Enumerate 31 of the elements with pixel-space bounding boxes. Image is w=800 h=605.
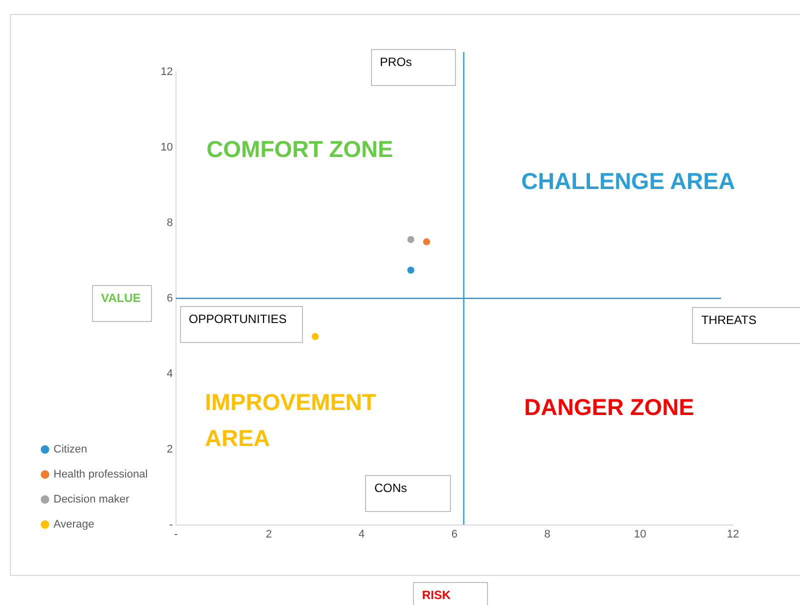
annotation: DANGER ZONE: [524, 392, 696, 422]
y-axis-title: VALUE: [92, 285, 152, 322]
x-tick-label: 10: [634, 528, 646, 540]
annotation: OPPORTUNITIES: [180, 306, 303, 343]
point: [407, 236, 414, 244]
legend-label: Health professional: [54, 468, 148, 481]
x-tick-label: 2: [266, 528, 272, 540]
y-tick-label: 12: [160, 66, 173, 78]
annotation: IMPROVEMENT AREA: [204, 388, 378, 454]
y-tick-label: -: [169, 518, 174, 531]
annotation: CHALLENGE AREA: [521, 166, 736, 196]
point: [423, 238, 430, 246]
annotation: CONs: [365, 474, 452, 512]
legend-label: Average: [54, 518, 94, 531]
legend-label: Decision maker: [54, 494, 130, 506]
y-tick-label: 6: [166, 292, 173, 304]
x-tick-label: 12: [726, 528, 740, 540]
annotation: THREATS: [692, 307, 800, 344]
point: [407, 266, 414, 274]
legend-label: Citizen: [54, 444, 88, 456]
x-tick-label: 6: [451, 528, 458, 540]
point: [312, 333, 319, 340]
x-tick-label: 8: [544, 528, 550, 540]
text: PROs: [370, 49, 456, 86]
x-tick-label: 4: [358, 528, 365, 540]
y-tick-label: 8: [166, 216, 173, 229]
y-tick-label: 10: [160, 142, 173, 154]
x-axis-title: RISK: [413, 582, 488, 605]
annotation: COMFORT ZONE: [206, 134, 394, 164]
y-tick-label: 4: [166, 368, 173, 380]
y-tick-label: 2: [166, 443, 173, 456]
